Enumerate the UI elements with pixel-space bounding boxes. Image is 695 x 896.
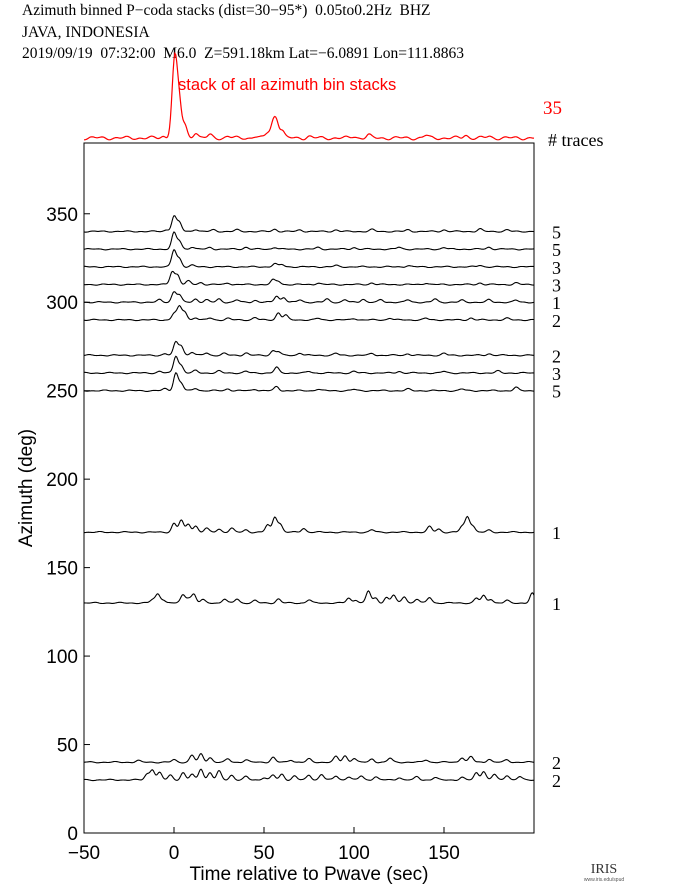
trace-count-label: 3	[552, 276, 561, 296]
x-tick-label: 150	[428, 843, 460, 864]
y-tick-label: 250	[46, 382, 78, 403]
iris-logo-text: IRIS	[591, 862, 617, 877]
iris-logo-subtext: www.iris.edu/spud	[584, 877, 625, 883]
azimuth-trace	[83, 371, 535, 392]
y-tick-label: 300	[46, 293, 78, 314]
azimuth-trace	[83, 215, 534, 233]
y-axis-label: Azimuth (deg)	[16, 429, 37, 547]
plot-frame	[83, 142, 535, 834]
x-tick-label: −50	[68, 843, 100, 864]
trace-count-label: 5	[552, 240, 561, 260]
stack-group: stack of all azimuth bin stacks 35 # trace…	[84, 51, 603, 150]
y-tick-label: 0	[67, 824, 78, 845]
azimuth-trace	[83, 304, 534, 322]
header-line-1: Azimuth binned P−coda stacks (dist=30−95…	[22, 2, 431, 19]
trace-count-label: 2	[552, 346, 561, 366]
azimuth-trace	[83, 231, 535, 251]
y-tick-label: 100	[46, 647, 78, 668]
azimuth-trace	[84, 752, 535, 764]
trace-count-label: 1	[552, 523, 561, 543]
x-axis-label: Time relative to Pwave (sec)	[190, 864, 429, 885]
header-line-3: 2019/09/19 07:32:00 M6.0 Z=591.18km Lat=…	[22, 45, 464, 62]
azimuth-trace	[83, 340, 534, 357]
y-tick-label: 200	[46, 470, 78, 491]
y-tick-label: 350	[46, 205, 78, 226]
trace-count-label: 3	[552, 258, 561, 278]
trace-count-label: 2	[552, 753, 561, 773]
azimuth-trace	[83, 515, 535, 534]
traces-count-label: # traces	[548, 130, 603, 150]
x-tick-label: 50	[253, 843, 274, 864]
y-tick-label: 50	[57, 736, 78, 757]
trace-count-label: 2	[552, 311, 561, 331]
stack-count: 35	[543, 98, 562, 119]
header-line-2: JAVA, INDONESIA	[22, 24, 150, 41]
azimuth-trace	[84, 291, 535, 304]
azimuth-trace	[83, 768, 535, 782]
trace-count-label: 5	[552, 222, 561, 242]
trace-count-label: 5	[552, 382, 561, 402]
stack-trace	[84, 51, 535, 141]
trace-count-label: 1	[552, 293, 561, 313]
trace-count-label: 2	[552, 771, 561, 791]
y-tick-label: 150	[46, 559, 78, 580]
azimuth-trace	[83, 248, 535, 269]
x-tick-label: 0	[169, 843, 180, 864]
stack-label: stack of all azimuth bin stacks	[178, 76, 396, 94]
azimuth-trace	[84, 355, 534, 375]
trace-count-label: 3	[552, 364, 561, 384]
azimuth-trace	[84, 590, 535, 605]
trace-count-label: 1	[552, 594, 561, 614]
azimuth-trace	[83, 270, 535, 286]
x-tick-label: 100	[338, 843, 370, 864]
